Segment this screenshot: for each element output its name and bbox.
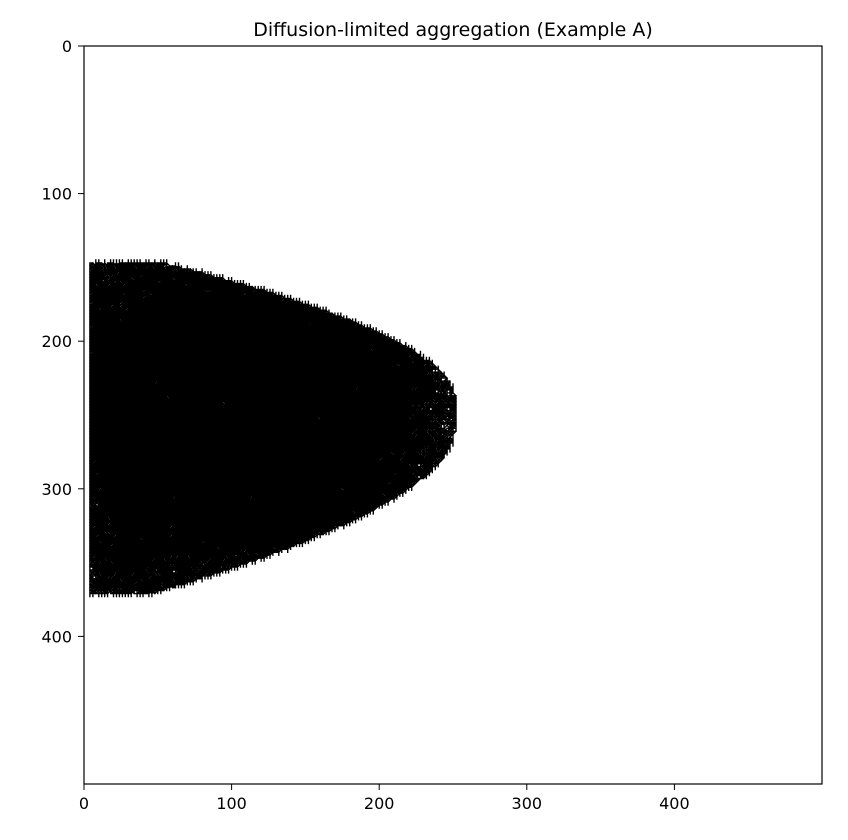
y-tick-label: 100 (41, 185, 72, 204)
y-tick-label: 300 (41, 480, 72, 499)
x-tick-label: 400 (659, 794, 690, 813)
x-tick-label: 0 (79, 794, 89, 813)
x-tick-label: 100 (216, 794, 247, 813)
y-tick-label: 0 (62, 37, 72, 56)
y-tick-label: 400 (41, 627, 72, 646)
x-tick-label: 300 (512, 794, 543, 813)
x-tick-label: 200 (364, 794, 395, 813)
y-tick-label: 200 (41, 332, 72, 351)
chart-title: Diffusion-limited aggregation (Example A… (253, 19, 653, 41)
